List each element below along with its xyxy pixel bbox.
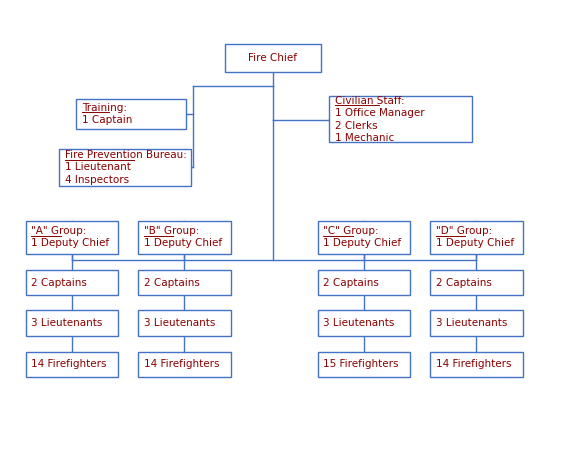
Text: 1 Deputy Chief: 1 Deputy Chief	[32, 238, 109, 248]
Text: 1 Deputy Chief: 1 Deputy Chief	[144, 238, 222, 248]
Text: 1 Lieutenant: 1 Lieutenant	[65, 162, 131, 172]
Text: 14 Firefighters: 14 Firefighters	[32, 359, 107, 369]
FancyBboxPatch shape	[26, 352, 118, 377]
Text: 3 Lieutenants: 3 Lieutenants	[324, 318, 395, 328]
FancyBboxPatch shape	[138, 310, 230, 336]
FancyBboxPatch shape	[318, 310, 411, 336]
FancyBboxPatch shape	[318, 221, 411, 254]
Text: 2 Captains: 2 Captains	[32, 278, 87, 288]
Text: 3 Lieutenants: 3 Lieutenants	[32, 318, 103, 328]
Text: 1 Deputy Chief: 1 Deputy Chief	[324, 238, 401, 248]
Text: "A" Group:: "A" Group:	[32, 226, 87, 236]
FancyBboxPatch shape	[138, 352, 230, 377]
Text: 3 Lieutenants: 3 Lieutenants	[436, 318, 507, 328]
Text: "B" Group:: "B" Group:	[144, 226, 199, 236]
Text: 2 Clerks: 2 Clerks	[335, 121, 377, 131]
FancyBboxPatch shape	[26, 310, 118, 336]
FancyBboxPatch shape	[318, 352, 411, 377]
Text: "C" Group:: "C" Group:	[324, 226, 379, 236]
Text: Fire Chief: Fire Chief	[249, 53, 297, 63]
Text: 2 Captains: 2 Captains	[324, 278, 379, 288]
Text: 14 Firefighters: 14 Firefighters	[436, 359, 511, 369]
FancyBboxPatch shape	[60, 149, 191, 186]
FancyBboxPatch shape	[26, 221, 118, 254]
FancyBboxPatch shape	[430, 310, 523, 336]
FancyBboxPatch shape	[329, 96, 472, 142]
Text: 3 Lieutenants: 3 Lieutenants	[144, 318, 215, 328]
FancyBboxPatch shape	[26, 270, 118, 295]
Text: Civilian Staff:: Civilian Staff:	[335, 96, 404, 106]
Text: "D" Group:: "D" Group:	[436, 226, 492, 236]
FancyBboxPatch shape	[430, 270, 523, 295]
Text: 14 Firefighters: 14 Firefighters	[144, 359, 219, 369]
FancyBboxPatch shape	[76, 99, 186, 129]
FancyBboxPatch shape	[225, 44, 321, 72]
Text: Training:: Training:	[82, 103, 127, 113]
FancyBboxPatch shape	[318, 270, 411, 295]
FancyBboxPatch shape	[138, 221, 230, 254]
FancyBboxPatch shape	[138, 270, 230, 295]
Text: 1 Captain: 1 Captain	[82, 115, 132, 125]
Text: 1 Mechanic: 1 Mechanic	[335, 133, 394, 143]
FancyBboxPatch shape	[430, 352, 523, 377]
FancyBboxPatch shape	[430, 221, 523, 254]
Text: 1 Deputy Chief: 1 Deputy Chief	[436, 238, 514, 248]
Text: Fire Prevention Bureau:: Fire Prevention Bureau:	[65, 150, 187, 160]
Text: 4 Inspectors: 4 Inspectors	[65, 175, 129, 185]
Text: 15 Firefighters: 15 Firefighters	[324, 359, 399, 369]
Text: 2 Captains: 2 Captains	[436, 278, 491, 288]
Text: 1 Office Manager: 1 Office Manager	[335, 108, 424, 118]
Text: 2 Captains: 2 Captains	[144, 278, 199, 288]
